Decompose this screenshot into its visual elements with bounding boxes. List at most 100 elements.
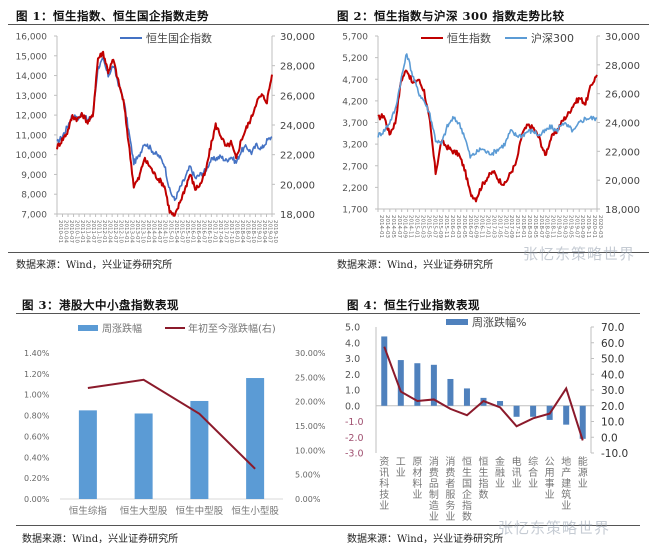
x-category-label: 业 [545,489,555,501]
series-line-1 [377,53,598,159]
y-right-tick-label: 20.0 [601,401,624,413]
x-category-label: 消 [445,455,455,468]
y-left-tick-label: 1,700 [342,206,368,216]
legend-label: 周涨跌幅 [102,322,142,335]
x-category-label: 产 [561,466,571,479]
x-tick-label: 2016-09 [473,215,479,238]
x-category-label: 数 [479,488,489,501]
y-left-tick-label: 14,000 [16,72,48,82]
x-category-label: 数 [462,510,472,523]
x-tick-label: 2017-07 [222,220,228,243]
y-left-tick-label: 11,000 [16,131,48,141]
x-tick-label: 2015-10 [184,220,190,243]
y-left-tick-label: 0.60% [24,432,50,441]
x-category-label: 能 [578,455,588,468]
x-tick-label: 2017-05 [496,215,502,238]
x-category-label: 业 [412,489,422,501]
legend-label: 沪深300 [531,31,574,45]
x-tick-label: 2013-04 [129,220,135,243]
y-left-tick-label: 2,200 [342,184,368,194]
x-tick-label: 2015-07 [431,215,437,238]
y-left-tick-label: 1.40% [24,349,50,358]
y-left-tick-label: 8,000 [21,191,47,201]
y-right-tick-label: 22,000 [605,147,640,158]
x-category-label: 业 [512,478,522,490]
x-tick-label: 2013-07 [134,220,140,243]
x-category-label: 生 [479,466,489,479]
x-tick-label: 2016-10 [206,220,212,243]
y-left-tick-label: -2.0 [345,433,364,444]
x-tick-label: 2016-04 [195,220,201,243]
y-right-tick-label: 28,000 [605,61,640,72]
x-tick-label: 2017-01 [485,215,491,238]
x-tick-label: 2014-03 [384,215,390,238]
x-tick-label: 2015-04 [173,220,179,243]
figure-3-title: 图 3：港股大中小盘指数表现 [22,298,180,312]
x-tick-label: 2019-11 [585,215,591,238]
y-right-tick-label: 10.0 [601,417,624,429]
x-tick-label: 2014-07 [396,215,402,238]
x-tick-label: 2014-09 [402,215,408,238]
y-left-tick-label: 4.0 [345,338,360,349]
x-tick-label: 2017-01 [211,220,217,243]
legend-swatch-bar [78,325,98,331]
x-tick-label: 2011-10 [96,220,102,243]
x-category-label: 恒 [479,455,489,468]
x-tick-label: 2018-04 [239,220,245,243]
x-tick-label: 2016-03 [455,215,461,238]
x-tick-label: 2010-07 [68,220,74,243]
x-tick-label: 2011-01 [79,220,85,243]
bar [397,360,404,406]
y-left-tick-label: 3,700 [342,119,368,129]
x-tick-label: 2012-01 [101,220,107,243]
x-category-label: 消 [429,455,439,468]
x-category-label: 公 [545,457,555,468]
figure-2-bottom-rule [333,252,649,253]
legend-swatch-bar [446,319,468,325]
y-right-tick-label: 22,000 [280,151,315,162]
x-category-label: 费 [445,466,455,479]
y-right-tick-label: 30.00% [295,349,326,358]
y-left-tick-label: 2,700 [342,162,368,172]
y-right-tick-label: 5.00% [295,471,321,480]
y-right-tick-label: 40.0 [601,369,624,381]
bar [78,410,97,499]
x-tick-label: 2017-10 [228,220,234,243]
x-tick-label: 2019-01 [255,220,261,243]
x-tick-label: 2016-11 [479,215,485,238]
bar [563,405,570,425]
y-right-tick-label: 0.0 [601,432,618,444]
x-tick-label: 2018-10 [250,220,256,243]
x-tick-label: 2014-01 [145,220,151,243]
x-category-label: 综 [528,455,538,468]
y-left-tick-label: 0.40% [24,453,50,462]
x-category-label: 指 [479,477,489,490]
figure-1-source: 数据来源：Wind，兴业证券研究所 [16,260,173,271]
y-left-tick-label: 5,200 [342,54,368,64]
y-left-tick-label: 7,000 [21,211,47,221]
bar [246,378,265,499]
x-category-label: 恒生大型股 [120,505,168,517]
figure-1-chart: 16,000 15,000 14,000 13,000 12,000 11,000 10,0… [16,31,316,243]
figure-1-title: 图 1：恒生指数、恒生国企指数走势 [16,9,210,23]
x-category-label: 品 [429,478,439,490]
bar [430,364,437,406]
bar [463,388,470,406]
x-tick-label: 2018-07 [538,215,544,238]
x-tick-label: 2014-10 [162,220,168,243]
x-category-label: 用 [545,468,555,479]
figure-4-bottom-rule [333,525,640,526]
x-tick-label: 2018-05 [532,215,538,238]
x-category-label: 原 [412,456,422,468]
x-category-label: 科 [379,477,389,490]
y-right-tick-label: 24,000 [605,119,640,130]
y-left-tick-label: 0.00% [24,495,50,504]
y-left-tick-label: 0.20% [24,474,50,483]
legend-label: 年初至今涨跌幅(右) [188,322,276,335]
x-category-label: 业 [528,478,538,490]
x-tick-label: 2018-09 [544,215,550,238]
figure-4-source: 数据来源：Wind，兴业证券研究所 [347,534,504,545]
x-tick-label: 2010-01 [57,220,63,243]
x-category-label: 恒生小型股 [231,505,279,517]
ytd-line [87,378,256,470]
